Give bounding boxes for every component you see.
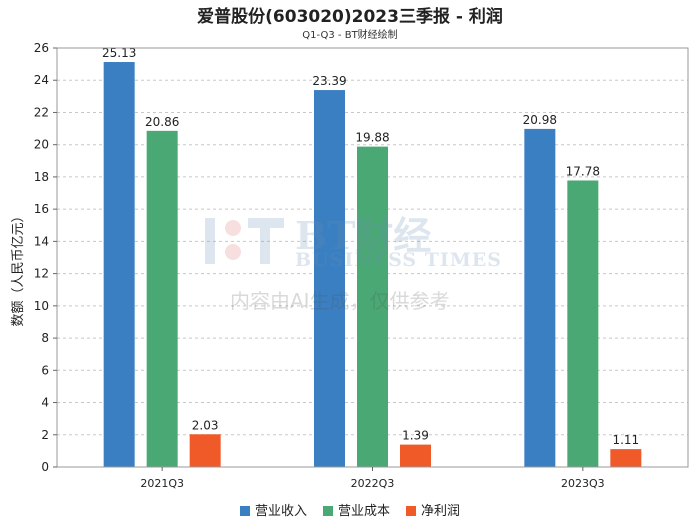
bars [103,62,642,468]
y-tick-label: 2 [41,428,49,442]
bar [103,62,135,467]
bar [610,449,642,467]
data-labels: 25.13 20.86 2.03 23.39 19.88 1.39 20.98 17.78 1.… [102,46,639,447]
legend-swatch [322,506,333,516]
data-label: 23.39 [312,74,346,88]
bar [146,130,178,468]
data-label: 20.86 [145,115,179,129]
y-tick-label: 4 [41,396,49,410]
y-tick-label: 12 [34,267,49,281]
y-tick-label: 14 [34,234,49,248]
y-tick-label: 26 [34,41,49,55]
bar [567,180,599,468]
bar [400,444,431,467]
data-label: 1.11 [612,433,639,447]
legend: 营业收入 营业成本 净利润 [0,500,700,519]
y-tick-label: 16 [34,202,49,216]
data-label: 1.39 [402,429,429,443]
data-label: 2.03 [192,418,219,432]
x-tick-label: 2021Q3 [140,477,184,490]
data-label: 25.13 [102,46,136,60]
bar-chart: 25.13 20.86 2.03 23.39 19.88 1.39 20.98 17.78 1.… [11,41,689,490]
legend-label: 净利润 [421,504,461,519]
y-tick-label: 8 [41,331,49,345]
y-tick-label: 20 [34,138,49,152]
y-tick-label: 0 [41,460,49,474]
x-tick-label: 2022Q3 [351,477,395,490]
legend-item: 营业成本 [322,500,390,519]
data-label: 19.88 [355,131,389,145]
y-tick-label: 6 [41,363,49,377]
y-tick-label: 22 [34,105,49,119]
data-label: 20.98 [523,113,557,127]
legend-label: 营业收入 [254,504,307,519]
legend-swatch [406,506,416,516]
bar [314,90,345,467]
legend-item: 营业收入 [239,500,307,519]
y-tick-label: 18 [34,170,49,184]
chart-subtitle: Q1-Q3 - BT财经绘制 [302,30,398,41]
x-tick-label: 2023Q3 [561,477,605,490]
y-tick-label: 10 [34,299,49,313]
chart-title: 爱普股份(603020)2023三季报 - 利润 [197,7,503,27]
bar [524,128,556,467]
legend-swatch [239,506,250,516]
bar [357,146,388,467]
bar [189,434,221,467]
legend-label: 营业成本 [337,504,390,519]
y-axis-label: 数额（人民币亿元） [11,209,26,326]
y-tick-label: 24 [34,73,49,87]
data-label: 17.78 [566,164,600,178]
legend-item: 净利润 [406,500,460,519]
